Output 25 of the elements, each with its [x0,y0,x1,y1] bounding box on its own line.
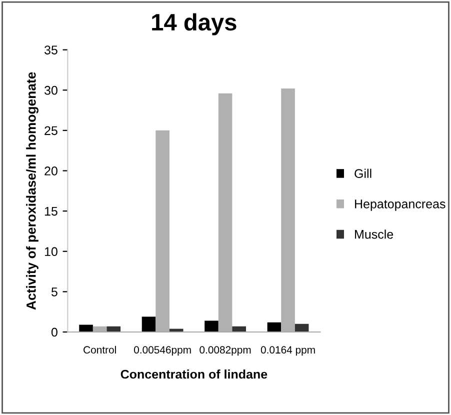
bar [79,324,93,332]
y-tick-label: 35 [44,46,58,54]
bar [267,322,282,332]
bar [106,326,121,332]
y-tick-label: 30 [44,86,58,95]
x-axis-title: Concentration of lindane [120,369,268,379]
y-tick-label: 0 [51,328,58,337]
bar [294,324,309,332]
chart-title: 14 days [152,13,236,36]
y-tick-label: 20 [44,166,58,176]
bar [204,320,218,332]
x-tick-label: Control [84,346,116,354]
legend-label: Hepatopancreas [355,200,446,211]
x-tick-label: 0.0082ppm [200,346,251,356]
bar [232,326,246,332]
y-tick-label: 10 [44,247,58,256]
y-tick-label: 15 [44,206,58,216]
legend-label: Gill [354,168,372,178]
y-tick-label: 5 [51,288,58,296]
x-tick-label: 0.00546ppm [134,346,191,356]
bar [142,316,156,332]
legend-label: Muscle [355,230,394,239]
x-tick-label: 0.0164 ppm [260,346,315,356]
y-tick-label: 25 [44,126,58,136]
y-axis-title: Activity of peroxidase/ml homogenate [26,72,38,310]
